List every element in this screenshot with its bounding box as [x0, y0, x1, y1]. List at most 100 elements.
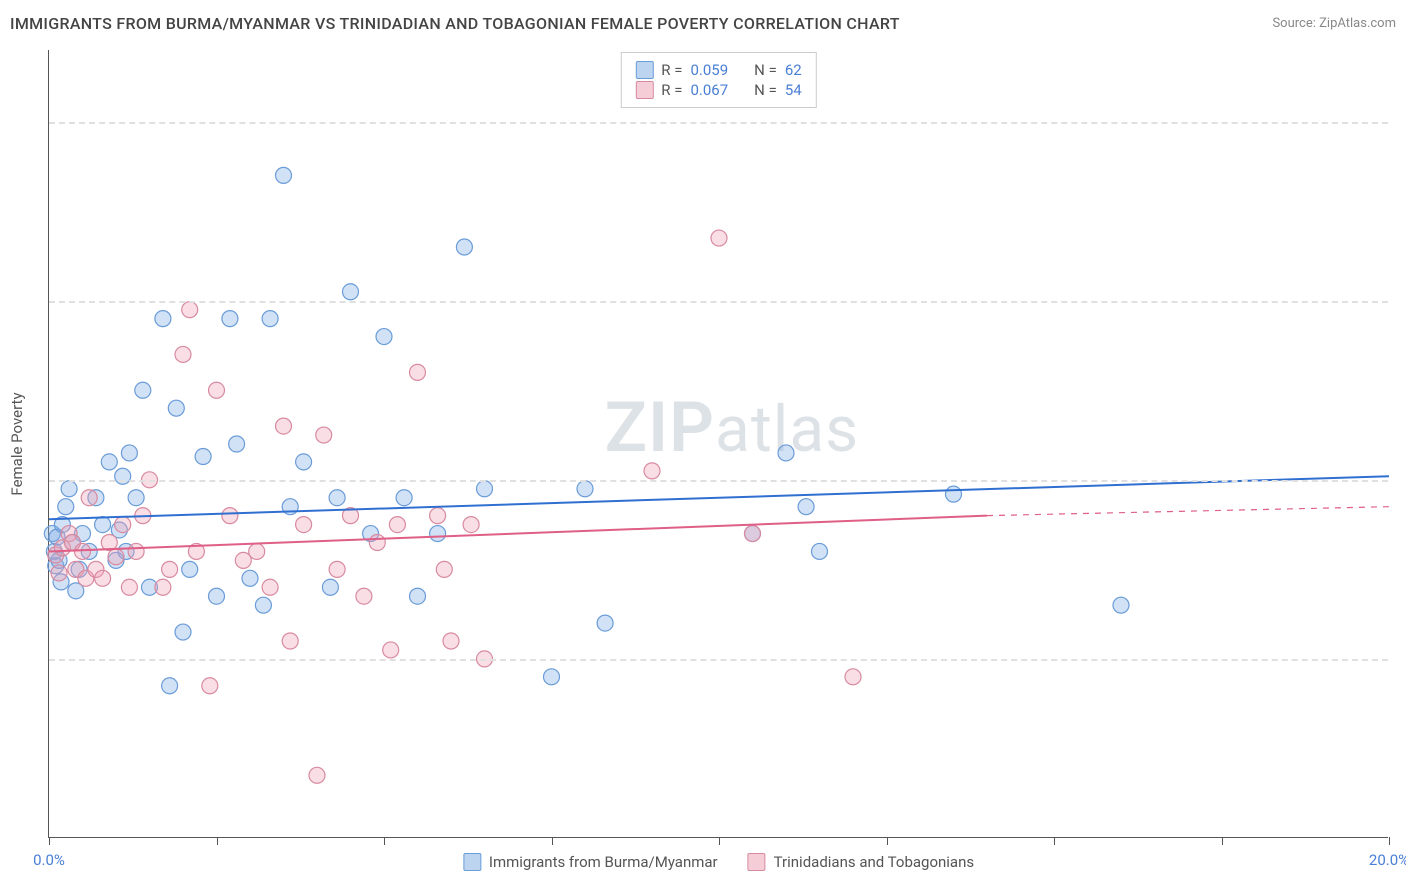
- scatter-point: [108, 549, 124, 565]
- source-value: ZipAtlas.com: [1319, 16, 1396, 31]
- chart-svg: [49, 50, 1388, 837]
- scatter-point: [162, 561, 178, 577]
- legend-swatch: [748, 853, 766, 871]
- scatter-point: [845, 669, 861, 685]
- scatter-point: [544, 669, 560, 685]
- legend-n-value: 62: [785, 61, 802, 79]
- y-tick-label: 30.0%: [1393, 292, 1406, 310]
- source-attribution: Source: ZipAtlas.com: [1272, 16, 1396, 31]
- scatter-point: [436, 561, 452, 577]
- x-tick-label: 20.0%: [1369, 851, 1406, 869]
- grid-line: [49, 659, 1388, 661]
- scatter-point: [255, 597, 271, 613]
- chart-title: IMMIGRANTS FROM BURMA/MYANMAR VS TRINIDA…: [10, 14, 900, 33]
- scatter-point: [644, 463, 660, 479]
- scatter-point: [356, 588, 372, 604]
- scatter-point: [410, 588, 426, 604]
- y-tick-label: 40.0%: [1393, 113, 1406, 131]
- scatter-point: [262, 311, 278, 327]
- scatter-point: [296, 454, 312, 470]
- x-tick-label: 0.0%: [33, 851, 65, 869]
- legend-n-label: N =: [754, 81, 777, 99]
- plot-area: Female Poverty ZIPatlas R =0.059N =62R =…: [48, 50, 1388, 838]
- scatter-point: [1113, 597, 1129, 613]
- scatter-point: [121, 579, 137, 595]
- x-tick: [1054, 837, 1055, 845]
- scatter-point: [195, 449, 211, 465]
- y-tick-label: 10.0%: [1393, 650, 1406, 668]
- legend-swatch: [635, 81, 653, 99]
- grid-line: [49, 122, 1388, 124]
- x-tick: [1222, 837, 1223, 845]
- scatter-point: [182, 302, 198, 318]
- x-tick: [1389, 837, 1390, 845]
- scatter-point: [182, 561, 198, 577]
- scatter-point: [276, 167, 292, 183]
- scatter-point: [81, 490, 97, 506]
- legend-series-item: Trinidadians and Tobagonians: [748, 853, 974, 871]
- scatter-point: [222, 508, 238, 524]
- scatter-point: [329, 561, 345, 577]
- scatter-point: [463, 517, 479, 533]
- scatter-point: [778, 445, 794, 461]
- scatter-point: [249, 543, 265, 559]
- scatter-point: [101, 454, 117, 470]
- legend-correlation-row: R = 0.059 N = 62: [635, 61, 801, 79]
- trend-line: [49, 516, 987, 552]
- scatter-point: [95, 517, 111, 533]
- scatter-point: [396, 490, 412, 506]
- source-label: Source:: [1272, 16, 1315, 31]
- legend-correlation-row: R =0.067N =54: [635, 81, 801, 99]
- y-tick-label: 20.0%: [1393, 471, 1406, 489]
- scatter-point: [121, 445, 137, 461]
- scatter-point: [430, 508, 446, 524]
- scatter-point: [812, 543, 828, 559]
- legend-swatch: [463, 853, 481, 871]
- scatter-point: [242, 570, 258, 586]
- scatter-point: [175, 624, 191, 640]
- legend-series: Immigrants from Burma/Myanmar Trinidadian…: [463, 853, 974, 871]
- scatter-point: [296, 517, 312, 533]
- scatter-point: [209, 588, 225, 604]
- scatter-point: [155, 579, 171, 595]
- scatter-point: [209, 382, 225, 398]
- x-tick: [552, 837, 553, 845]
- x-tick: [217, 837, 218, 845]
- scatter-point: [135, 382, 151, 398]
- scatter-point: [946, 486, 962, 502]
- scatter-point: [175, 346, 191, 362]
- scatter-point: [51, 565, 67, 581]
- scatter-point: [477, 481, 493, 497]
- scatter-point: [75, 543, 91, 559]
- scatter-point: [58, 499, 74, 515]
- scatter-point: [369, 535, 385, 551]
- scatter-point: [577, 481, 593, 497]
- scatter-point: [95, 570, 111, 586]
- scatter-point: [262, 579, 278, 595]
- grid-line: [49, 301, 1388, 303]
- legend-r-value: 0.059: [690, 61, 728, 79]
- grid-line: [49, 480, 1388, 482]
- legend-r-value: 0.067: [690, 81, 728, 99]
- legend-n-label: N =: [754, 61, 777, 79]
- x-tick: [384, 837, 385, 845]
- scatter-point: [115, 468, 131, 484]
- legend-r-label: R =: [661, 61, 682, 79]
- chart-header: IMMIGRANTS FROM BURMA/MYANMAR VS TRINIDA…: [10, 14, 1396, 33]
- scatter-point: [309, 767, 325, 783]
- legend-series-label: Trinidadians and Tobagonians: [774, 853, 974, 871]
- scatter-point: [128, 490, 144, 506]
- scatter-point: [383, 642, 399, 658]
- x-tick: [887, 837, 888, 845]
- scatter-point: [711, 230, 727, 246]
- scatter-point: [343, 284, 359, 300]
- legend-swatch: [635, 61, 653, 79]
- scatter-point: [222, 311, 238, 327]
- scatter-point: [430, 526, 446, 542]
- legend-n-value: 54: [785, 81, 802, 99]
- scatter-point: [376, 329, 392, 345]
- scatter-point: [389, 517, 405, 533]
- legend-series-item: Immigrants from Burma/Myanmar: [463, 853, 718, 871]
- legend-series-label: Immigrants from Burma/Myanmar: [489, 853, 718, 871]
- scatter-point: [128, 543, 144, 559]
